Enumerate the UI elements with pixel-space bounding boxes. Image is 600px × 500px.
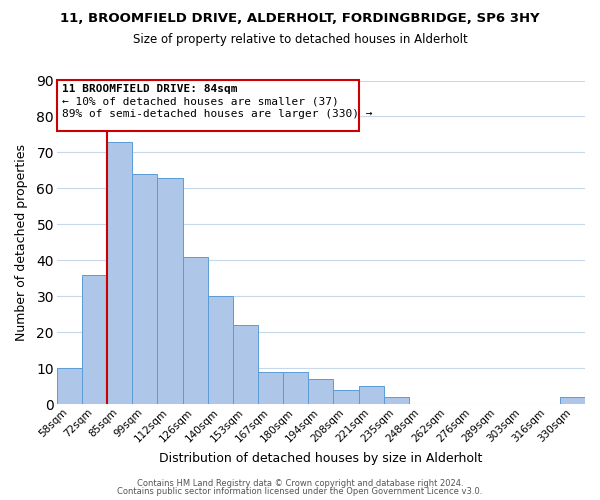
- Text: 11, BROOMFIELD DRIVE, ALDERHOLT, FORDINGBRIDGE, SP6 3HY: 11, BROOMFIELD DRIVE, ALDERHOLT, FORDING…: [60, 12, 540, 26]
- Text: Size of property relative to detached houses in Alderholt: Size of property relative to detached ho…: [133, 32, 467, 46]
- Bar: [57, 368, 82, 404]
- Bar: [384, 397, 409, 404]
- Bar: [233, 325, 258, 404]
- Text: 11 BROOMFIELD DRIVE: 84sqm: 11 BROOMFIELD DRIVE: 84sqm: [62, 84, 237, 94]
- Bar: [57, 80, 359, 131]
- Bar: [283, 372, 308, 404]
- Text: 89% of semi-detached houses are larger (330) →: 89% of semi-detached houses are larger (…: [62, 110, 372, 120]
- Bar: [182, 256, 208, 404]
- Bar: [82, 274, 107, 404]
- Bar: [359, 386, 384, 404]
- Bar: [132, 174, 157, 404]
- Bar: [157, 178, 182, 404]
- Bar: [334, 390, 359, 404]
- Text: Contains HM Land Registry data © Crown copyright and database right 2024.: Contains HM Land Registry data © Crown c…: [137, 478, 463, 488]
- Bar: [107, 142, 132, 404]
- Bar: [560, 397, 585, 404]
- Y-axis label: Number of detached properties: Number of detached properties: [15, 144, 28, 341]
- Bar: [258, 372, 283, 404]
- Bar: [308, 379, 334, 404]
- Text: Contains public sector information licensed under the Open Government Licence v3: Contains public sector information licen…: [118, 487, 482, 496]
- X-axis label: Distribution of detached houses by size in Alderholt: Distribution of detached houses by size …: [159, 452, 482, 465]
- Text: ← 10% of detached houses are smaller (37): ← 10% of detached houses are smaller (37…: [62, 96, 338, 106]
- Bar: [208, 296, 233, 404]
